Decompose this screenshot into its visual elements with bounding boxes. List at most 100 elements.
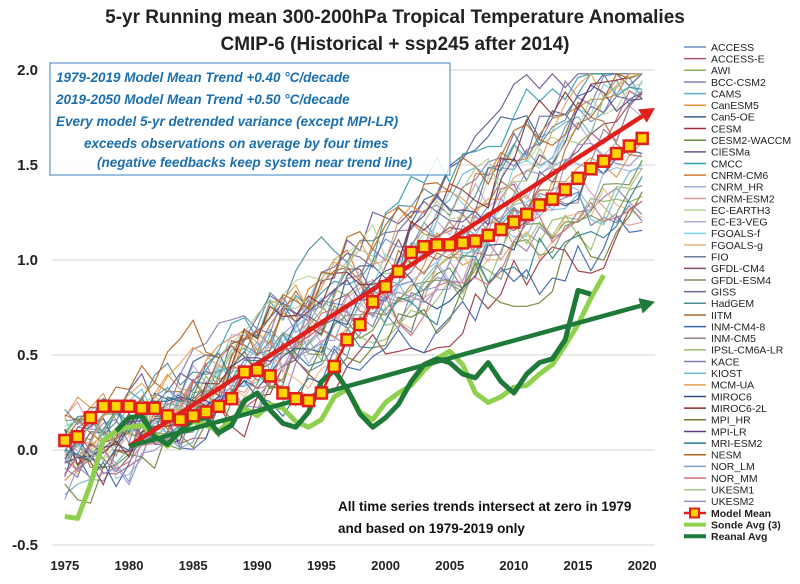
model-mean-marker	[289, 391, 303, 406]
legend-entry: GFDL-ESM4	[711, 275, 771, 287]
legend-entry: CNRM-ESM2	[711, 193, 775, 205]
model-line-fgoals-f	[64, 83, 643, 436]
footnote-line-1: All time series trends intersect at zero…	[338, 499, 631, 514]
model-line-hadgem	[64, 73, 643, 436]
legend-entry: KIOST	[711, 368, 743, 380]
footnote-line-2: and based on 1979-2019 only	[338, 521, 525, 536]
legend-entry: GFDL-CM4	[711, 263, 765, 275]
legend-entry: NOR_LM	[711, 461, 755, 473]
model-mean-series	[58, 131, 649, 448]
x-tick-label: 1985	[179, 558, 208, 573]
x-tick-label: 1975	[50, 558, 79, 573]
model-mean-marker	[468, 234, 483, 248]
legend-entry: MPI_HR	[711, 415, 751, 427]
y-tick-label: 2.0	[17, 62, 38, 79]
legend-entry: MRI-ESM2	[711, 438, 762, 450]
legend-entry: Reanal Avg	[711, 531, 767, 543]
y-tick-label: -0.5	[12, 537, 38, 554]
model-line-nesm	[64, 73, 643, 440]
legend: ACCESSACCESS-EAWIBCC-CSM2CAMSCanESM5Can5…	[684, 42, 791, 543]
legend-entry: HadGEM	[711, 298, 754, 310]
model-mean-marker	[327, 359, 342, 374]
model-mean-marker	[622, 139, 637, 153]
model-mean-marker	[532, 198, 547, 212]
model-mean-marker	[455, 236, 470, 250]
x-tick-label: 1990	[243, 558, 272, 573]
legend-entry: MPI-LR	[711, 426, 747, 438]
legend-entry: FGOALS-g	[711, 240, 763, 252]
legend-entry: CESM2-WACCM	[711, 135, 791, 147]
model-mean-marker	[365, 295, 380, 309]
legend-entry: GISS	[711, 286, 736, 298]
model-mean-marker	[558, 182, 572, 197]
model-mean-marker	[314, 386, 329, 400]
legend-entry: AWI	[711, 65, 730, 77]
model-mean-marker	[353, 317, 367, 332]
y-tick-label: 0.0	[17, 442, 38, 459]
model-mean-marker	[109, 399, 123, 414]
model-mean-marker	[391, 264, 406, 279]
legend-entry: UKESM1	[711, 485, 754, 497]
annotation-box-frame	[49, 62, 451, 176]
model-line-can5-oe	[64, 73, 643, 477]
legend-entry: MIROC6	[711, 391, 752, 403]
model-mean-marker	[378, 279, 393, 294]
model-mean-marker	[519, 207, 534, 222]
model-mean-marker	[199, 405, 213, 419]
legend-entry: CNRM-CM6	[711, 170, 768, 182]
legend-entry: ACCESS	[711, 42, 754, 54]
model-mean-marker	[147, 401, 162, 415]
legend-entry: MIROC6-2L	[711, 403, 767, 415]
trend-arrow-line	[128, 303, 642, 449]
legend-entry: FIO	[711, 252, 729, 264]
model-mean-marker	[635, 131, 649, 146]
x-tick-label: 2015	[564, 558, 593, 573]
model-mean-marker	[186, 409, 200, 423]
x-tick-label: 2010	[499, 558, 528, 573]
model-mean-marker	[224, 391, 239, 406]
annotation-line-5: (negative feedbacks keep system near tre…	[97, 155, 413, 170]
legend-entry: Sonde Avg (3)	[711, 519, 781, 531]
model-mean-marker	[250, 363, 265, 377]
model-mean-marker	[83, 410, 98, 425]
legend-entry: CIESMa	[711, 147, 750, 159]
trend-arrow-head	[638, 108, 655, 123]
model-mean-marker	[442, 238, 457, 252]
model-mean-marker	[494, 222, 508, 237]
model-mean-marker	[417, 239, 431, 254]
legend-entry: NESM	[711, 450, 741, 462]
model-mean-marker	[584, 162, 598, 176]
x-tick-label: 2000	[371, 558, 400, 573]
y-tick-label: 1.5	[17, 157, 38, 174]
legend-entry: BCC-CSM2	[711, 77, 766, 89]
model-mean-marker	[263, 369, 277, 383]
legend-entry: EC-EARTH3	[711, 205, 770, 217]
legend-entry: UKESM2	[711, 496, 754, 508]
model-mean-marker	[160, 409, 175, 423]
x-axis-ticks: 1975 1980 1985 1990 1995 2000 2005 2010 2015 2020	[50, 558, 656, 573]
model-mean-marker	[481, 228, 495, 243]
y-axis-ticks: -0.5 0.0 0.5 1.0 1.5 2.0	[12, 62, 38, 554]
model-mean-marker	[301, 393, 316, 408]
legend-entry: NOR_MM	[711, 473, 758, 485]
model-mean-marker	[430, 238, 444, 252]
model-mean-marker	[596, 154, 611, 168]
model-mean-marker	[96, 399, 111, 414]
model-mean-marker	[237, 365, 252, 379]
model-mean-marker	[340, 333, 354, 347]
legend-entry: Can5-OE	[711, 112, 755, 124]
chart-title: 5-yr Running mean 300-200hPa Tropical Te…	[105, 7, 685, 28]
model-mean-marker	[507, 215, 521, 229]
model-mean-marker	[173, 412, 188, 427]
legend-entry: CNRM_HR	[711, 182, 764, 194]
legend-entry: INM-CM4-8	[711, 321, 765, 333]
legend-entry: IITM	[711, 310, 732, 322]
legend-entry: CESM	[711, 123, 741, 135]
model-mean-marker	[276, 386, 290, 400]
legend-entry: MCM-UA	[711, 380, 754, 392]
legend-entry: IPSL-CM6A-LR	[711, 345, 784, 357]
y-tick-label: 0.5	[17, 347, 38, 364]
legend-entry: INM-CM5	[711, 333, 756, 345]
model-mean-marker	[545, 192, 560, 206]
